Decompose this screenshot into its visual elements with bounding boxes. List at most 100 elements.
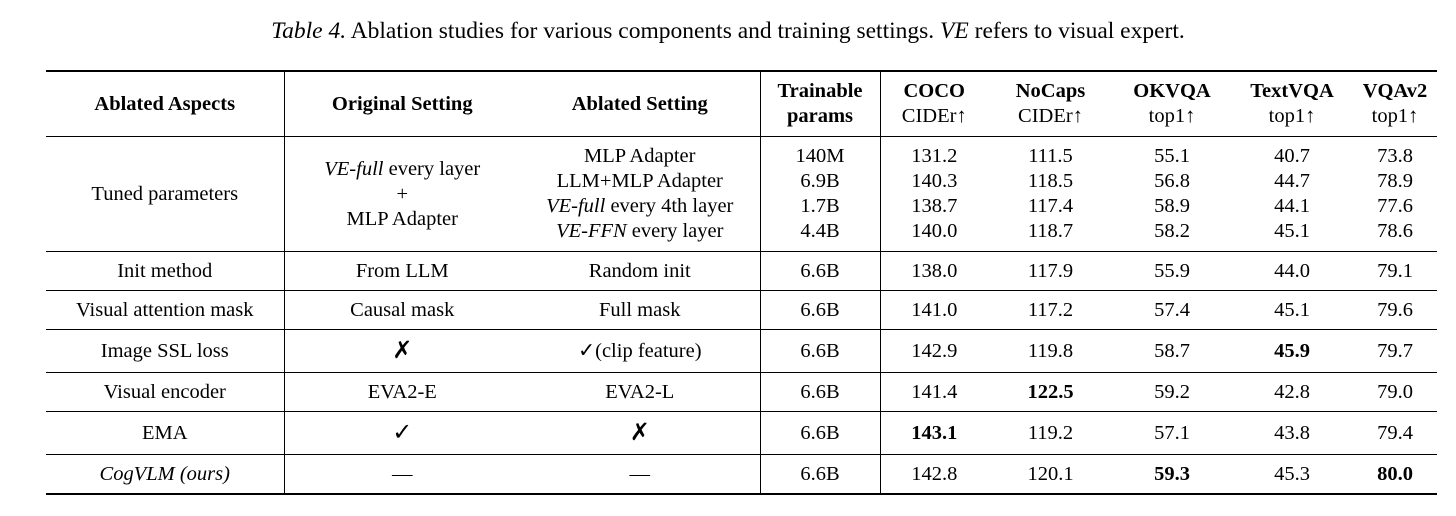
row-nocaps: 119.8 bbox=[988, 329, 1113, 373]
table-row-visual-attention-mask: Visual attention mask Causal mask Full m… bbox=[46, 290, 1437, 330]
row-coco: 142.9 bbox=[879, 329, 988, 373]
row-original: Causal mask bbox=[283, 290, 520, 330]
tuned-nocaps-value: 118.5 bbox=[1027, 170, 1074, 192]
row-original: EVA2-E bbox=[283, 372, 520, 412]
tuned-original-plus: + bbox=[396, 182, 409, 205]
header-aspect: Ablated Aspects bbox=[46, 71, 284, 137]
header-params: Trainable params bbox=[759, 71, 880, 137]
row-aspect: Init method bbox=[46, 251, 284, 291]
row-aspect: Visual attention mask bbox=[46, 290, 284, 330]
row-textvqa: 45.1 bbox=[1231, 290, 1353, 330]
row-params: 6.6B bbox=[759, 251, 880, 291]
row-ablated: Full mask bbox=[520, 290, 760, 330]
tuned-ablated-line: LLM+MLP Adapter bbox=[520, 169, 760, 194]
table-row-cogvlm: CogVLM (ours) — — 6.6B 142.8 120.1 59.3 … bbox=[46, 454, 1437, 495]
row-vqav2: 80.0 bbox=[1353, 454, 1437, 495]
header-okvqa-top: OKVQA bbox=[1133, 80, 1211, 102]
row-aspect: EMA bbox=[46, 411, 284, 455]
row-textvqa: 42.8 bbox=[1231, 372, 1353, 412]
row-ablated: — bbox=[520, 454, 760, 495]
tuned-ablated-em: VE-FFN bbox=[556, 220, 627, 242]
header-coco-bottom: CIDEr↑ bbox=[901, 105, 967, 127]
tuned-nocaps: 111.5 118.5 117.4 118.7 bbox=[988, 136, 1113, 252]
tuned-original-line3: MLP Adapter bbox=[346, 207, 458, 230]
tuned-ablated-line: VE-FFN every layer bbox=[520, 219, 760, 244]
header-nocaps-bottom: CIDEr↑ bbox=[1018, 105, 1083, 127]
row-ablated: Random init bbox=[520, 251, 760, 291]
row-nocaps: 122.5 bbox=[988, 372, 1113, 412]
row-aspect: Image SSL loss bbox=[46, 329, 284, 373]
table-caption: Table 4. Ablation studies for various co… bbox=[0, 15, 1456, 47]
tuned-okvqa-value: 55.1 bbox=[1154, 145, 1190, 167]
header-nocaps-top: NoCaps bbox=[1015, 80, 1086, 102]
row-nocaps: 120.1 bbox=[988, 454, 1113, 495]
row-params: 6.6B bbox=[759, 454, 880, 495]
header-coco-top: COCO bbox=[903, 80, 966, 102]
tuned-okvqa-value: 58.2 bbox=[1154, 220, 1190, 242]
table-row-visual-encoder: Visual encoder EVA2-E EVA2-L 6.6B 141.4 … bbox=[46, 372, 1437, 412]
tuned-ablated-rest: LLM+MLP Adapter bbox=[556, 170, 723, 192]
row-okvqa: 57.4 bbox=[1113, 290, 1231, 330]
row-ablated: ✗ bbox=[520, 411, 760, 455]
tuned-params-value: 6.9B bbox=[800, 170, 840, 192]
caption-text-2: refers to visual expert. bbox=[968, 18, 1185, 44]
row-okvqa: 57.1 bbox=[1113, 411, 1231, 455]
row-textvqa: 45.3 bbox=[1231, 454, 1353, 495]
header-textvqa: TextVQA top1↑ bbox=[1231, 71, 1353, 137]
row-okvqa: 58.7 bbox=[1113, 329, 1231, 373]
tuned-ablated-rest: MLP Adapter bbox=[584, 145, 696, 167]
header-params-bottom: params bbox=[786, 105, 854, 127]
tuned-params-value: 140M bbox=[795, 145, 845, 167]
header-okvqa-bottom: top1↑ bbox=[1148, 105, 1196, 127]
tuned-okvqa-value: 58.9 bbox=[1154, 195, 1190, 217]
tuned-vqav2-value: 78.9 bbox=[1377, 170, 1413, 192]
tuned-textvqa-value: 44.1 bbox=[1274, 195, 1310, 217]
row-original: From LLM bbox=[283, 251, 520, 291]
row-original: ✗ bbox=[283, 329, 520, 373]
tuned-vqav2-value: 78.6 bbox=[1377, 220, 1413, 242]
header-textvqa-bottom: top1↑ bbox=[1268, 105, 1316, 127]
tuned-okvqa-value: 56.8 bbox=[1154, 170, 1190, 192]
tuned-ablated: MLP Adapter LLM+MLP Adapter VE-full ever… bbox=[520, 136, 760, 252]
tuned-ablated-em: VE-full bbox=[546, 195, 606, 217]
ablation-table: Ablated Aspects Original Setting Ablated… bbox=[46, 70, 1437, 495]
row-okvqa: 59.2 bbox=[1113, 372, 1231, 412]
row-coco: 141.0 bbox=[879, 290, 988, 330]
tuned-vqav2: 73.8 78.9 77.6 78.6 bbox=[1353, 136, 1437, 252]
row-vqav2: 79.0 bbox=[1353, 372, 1437, 412]
header-nocaps: NoCaps CIDEr↑ bbox=[988, 71, 1113, 137]
row-original: — bbox=[283, 454, 520, 495]
tuned-coco-value: 140.3 bbox=[911, 170, 958, 192]
tuned-original-line1: VE-full every layer bbox=[285, 157, 521, 182]
row-coco: 143.1 bbox=[879, 411, 988, 455]
row-coco: 138.0 bbox=[879, 251, 988, 291]
tuned-vqav2-value: 77.6 bbox=[1377, 195, 1413, 217]
header-ablated: Ablated Setting bbox=[520, 71, 760, 137]
row-aspect: CogVLM (ours) bbox=[46, 454, 284, 495]
tuned-coco-value: 138.7 bbox=[911, 195, 958, 217]
caption-ve: VE bbox=[940, 18, 969, 44]
row-params: 6.6B bbox=[759, 329, 880, 373]
row-textvqa: 45.9 bbox=[1231, 329, 1353, 373]
header-params-top: Trainable bbox=[777, 80, 863, 102]
row-nocaps: 117.2 bbox=[988, 290, 1113, 330]
row-okvqa: 59.3 bbox=[1113, 454, 1231, 495]
tuned-original: VE-full every layer + MLP Adapter bbox=[283, 136, 521, 252]
row-vqav2: 79.1 bbox=[1353, 251, 1437, 291]
table-row-tuned-parameters: Tuned parameters VE-full every layer + M… bbox=[46, 136, 1437, 252]
tuned-params: 140M 6.9B 1.7B 4.4B bbox=[759, 136, 880, 252]
row-textvqa: 44.0 bbox=[1231, 251, 1353, 291]
tuned-coco: 131.2 140.3 138.7 140.0 bbox=[879, 136, 988, 252]
row-coco: 142.8 bbox=[879, 454, 988, 495]
row-okvqa: 55.9 bbox=[1113, 251, 1231, 291]
tuned-ablated-rest: every layer bbox=[626, 220, 724, 242]
row-textvqa: 43.8 bbox=[1231, 411, 1353, 455]
row-coco: 141.4 bbox=[879, 372, 988, 412]
tuned-nocaps-value: 118.7 bbox=[1027, 220, 1074, 242]
tuned-okvqa: 55.1 56.8 58.9 58.2 bbox=[1113, 136, 1231, 252]
tuned-params-value: 4.4B bbox=[800, 220, 840, 242]
header-textvqa-top: TextVQA bbox=[1250, 80, 1334, 102]
tuned-ablated-rest: every 4th layer bbox=[605, 195, 734, 217]
tuned-nocaps-value: 117.4 bbox=[1027, 195, 1074, 217]
tuned-vqav2-value: 73.8 bbox=[1377, 145, 1413, 167]
